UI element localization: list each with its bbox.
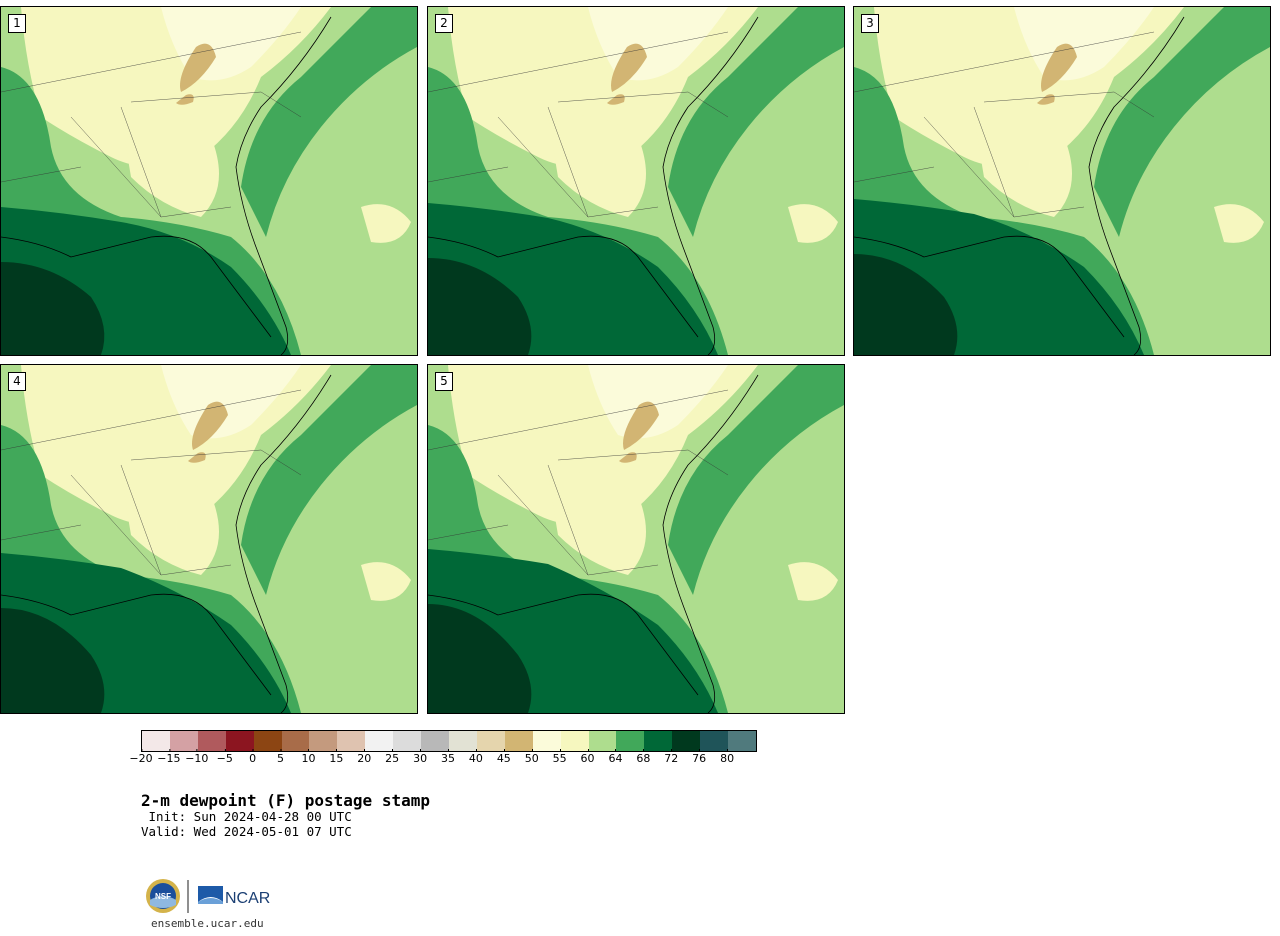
colorbar-tick-label: 15 (329, 749, 344, 765)
map-panel-2: 2 (427, 6, 845, 356)
colorbar-tick-label: 25 (385, 749, 400, 765)
colorbar-swatch (728, 731, 756, 751)
panel-number-4: 4 (8, 372, 26, 391)
panel-number-5: 5 (435, 372, 453, 391)
map-panel-1-image (1, 7, 417, 355)
colorbar-tick-label: 68 (636, 749, 651, 765)
colorbar-tick-label: 30 (413, 749, 428, 765)
panel-number-2: 2 (435, 14, 453, 33)
colorbar-tick-label: 55 (552, 749, 567, 765)
colorbar-swatch (448, 731, 477, 751)
colorbar-swatch (225, 731, 254, 751)
colorbar-tick-label: −10 (185, 749, 209, 765)
nsf-ncar-logo: NSF NCAR (146, 879, 270, 913)
colorbar-swatch (393, 731, 422, 751)
colorbar-swatch (421, 731, 449, 751)
colorbar-swatch (337, 731, 366, 751)
colorbar-swatch (197, 731, 226, 751)
footer-url: ensemble.ucar.edu (151, 917, 264, 930)
svg-text:NCAR: NCAR (225, 890, 270, 907)
colorbar-swatch (253, 731, 282, 751)
colorbar-tick-label: 60 (580, 749, 595, 765)
map-panel-4: 4 (0, 364, 418, 714)
panel-number-1: 1 (8, 14, 26, 33)
colorbar-swatch (142, 731, 170, 751)
colorbar-ticks: −20 −15 −10 −5 0 5 10 15 20 25 30 35 40 45 50 55 60 64 68 7… (129, 749, 755, 770)
colorbar-swatch (700, 731, 729, 751)
colorbar-swatch (672, 731, 701, 751)
colorbar-tick-label: 10 (301, 749, 316, 765)
colorbar-tick-label: 80 (720, 749, 735, 765)
colorbar-tick-label: 45 (496, 749, 511, 765)
colorbar-swatch (616, 731, 645, 751)
colorbar-tick-label: −20 (129, 749, 153, 765)
colorbar-swatch (365, 731, 394, 751)
map-panel-3: 3 (853, 6, 1271, 356)
map-panel-5-image (428, 365, 844, 713)
colorbar-tick-label: 50 (524, 749, 539, 765)
map-panel-4-image (1, 365, 417, 713)
colorbar-swatch (588, 731, 617, 751)
map-panel-1: 1 (0, 6, 418, 356)
colorbar-swatch (504, 731, 533, 751)
init-time: Init: Sun 2024-04-28 00 UTC (141, 809, 352, 824)
map-panel-3-image (854, 7, 1270, 355)
figure-title: 2-m dewpoint (F) postage stamp (141, 791, 430, 810)
colorbar-swatch (281, 731, 310, 751)
colorbar-tick-label: −15 (157, 749, 181, 765)
ncar-logo-icon: NCAR (198, 886, 270, 907)
svg-text:NSF: NSF (155, 892, 171, 901)
colorbar-tick-label: 40 (468, 749, 483, 765)
colorbar-tick-label: 35 (441, 749, 455, 765)
colorbar-tick-label: 72 (664, 749, 679, 765)
colorbar-tick-label: −5 (216, 749, 233, 765)
colorbar-tick-label: 76 (692, 749, 707, 765)
colorbar (141, 730, 757, 752)
colorbar-tick-label: 5 (277, 749, 285, 765)
colorbar-tick-label: 20 (357, 749, 372, 765)
colorbar-swatch (644, 731, 673, 751)
colorbar-swatch (476, 731, 505, 751)
nsf-logo-icon: NSF (146, 879, 180, 913)
colorbar-tick-label: 64 (608, 749, 623, 765)
valid-time: Valid: Wed 2024-05-01 07 UTC (141, 824, 352, 839)
logos: NSF NCAR (145, 878, 275, 916)
colorbar-swatch (560, 731, 589, 751)
colorbar-swatch (532, 731, 561, 751)
colorbar-tick-label: 0 (249, 749, 257, 765)
map-panel-5: 5 (427, 364, 845, 714)
colorbar-swatch (169, 731, 198, 751)
panel-number-3: 3 (861, 14, 879, 33)
map-panel-2-image (428, 7, 844, 355)
colorbar-swatch (309, 731, 338, 751)
